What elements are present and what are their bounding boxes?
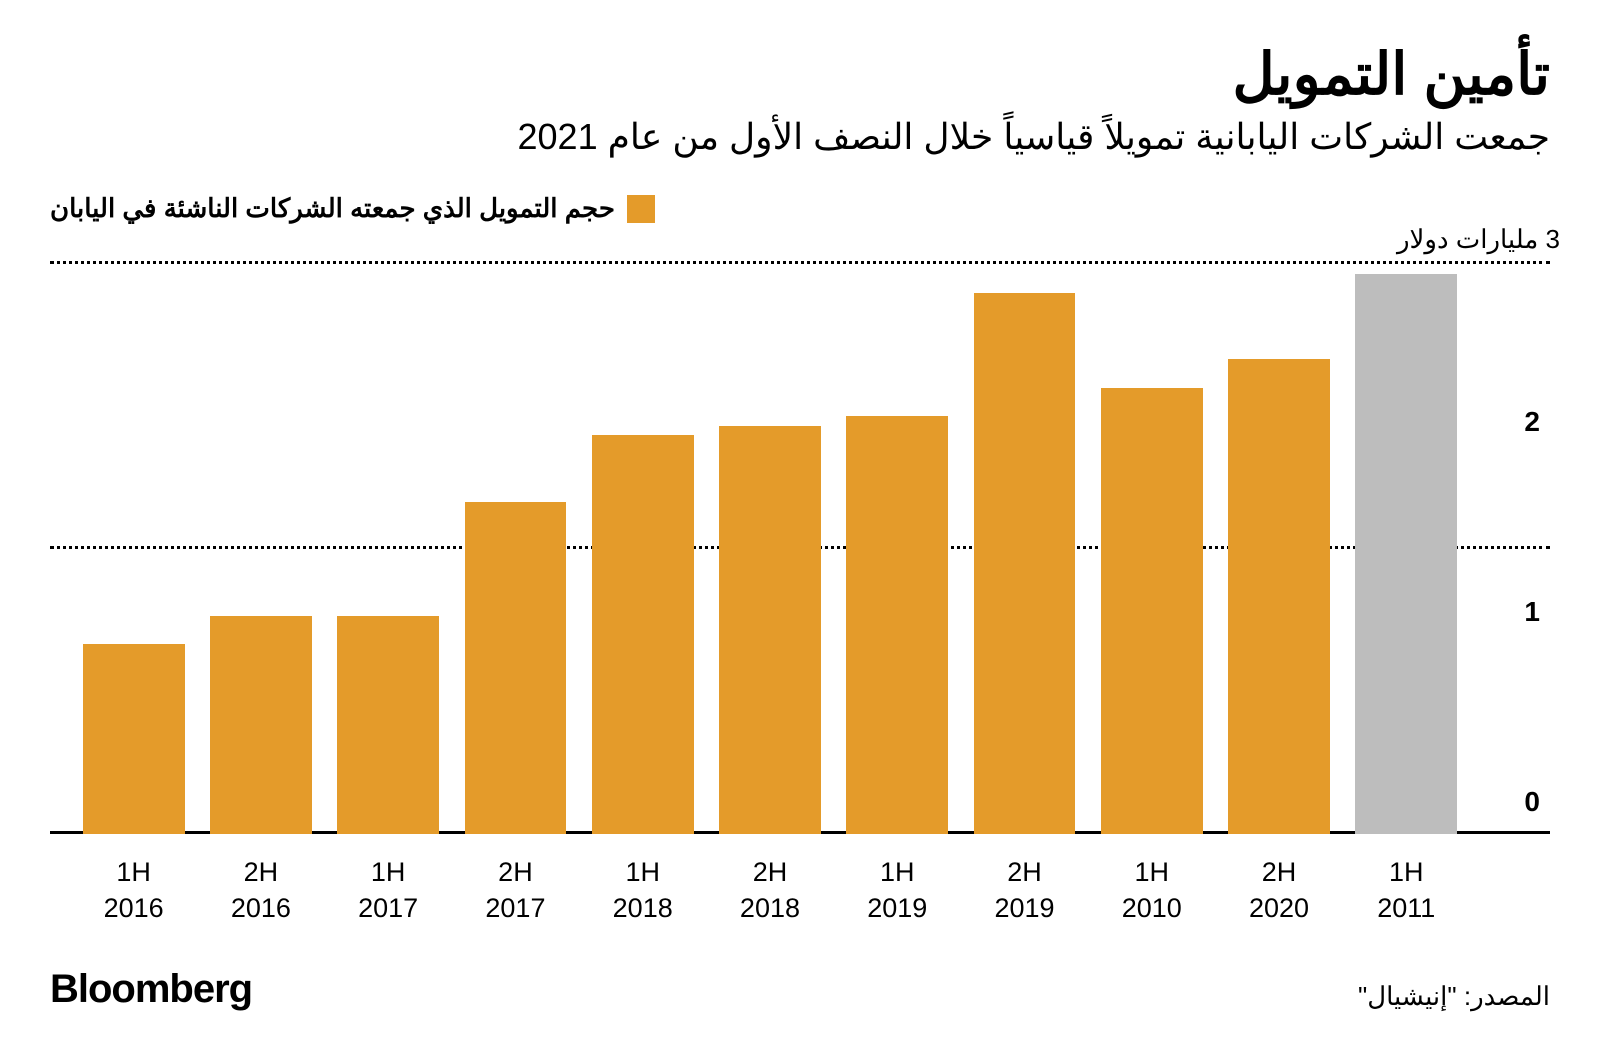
bars-wrap xyxy=(50,264,1490,834)
bar xyxy=(465,502,567,835)
bar-slot xyxy=(452,264,579,834)
bar xyxy=(719,426,821,835)
chart-subtitle: جمعت الشركات اليابانية تمويلاً قياسياً خ… xyxy=(50,116,1550,158)
y-axis-unit-label: 3 مليارات دولار xyxy=(1397,224,1560,255)
y-tick: 1 xyxy=(1524,596,1540,628)
bar-slot xyxy=(1088,264,1215,834)
x-label: 1H2017 xyxy=(325,854,452,927)
legend: حجم التمويل الذي جمعته الشركات الناشئة ف… xyxy=(50,193,1550,224)
chart-title: تأمين التمويل xyxy=(50,40,1550,108)
bar-slot xyxy=(70,264,197,834)
plot-area: 012 xyxy=(50,264,1490,834)
footer: Bloomberg المصدر: "إنيشيال" xyxy=(50,967,1550,1012)
bar xyxy=(210,616,312,835)
x-label: 2H2019 xyxy=(961,854,1088,927)
bar xyxy=(1228,359,1330,834)
x-label: 1H2019 xyxy=(834,854,961,927)
bar xyxy=(846,416,948,834)
bar-slot xyxy=(1343,264,1470,834)
bar xyxy=(592,435,694,834)
bar-slot xyxy=(579,264,706,834)
bar xyxy=(974,293,1076,835)
x-label: 2H2020 xyxy=(1215,854,1342,927)
bar-slot xyxy=(197,264,324,834)
bar-slot xyxy=(834,264,961,834)
bar xyxy=(1101,388,1203,835)
bar xyxy=(1355,274,1457,835)
bar xyxy=(83,644,185,834)
brand-label: Bloomberg xyxy=(50,967,252,1012)
bar xyxy=(337,616,439,835)
x-label: 2H2016 xyxy=(197,854,324,927)
x-label: 1H2018 xyxy=(579,854,706,927)
bar-slot xyxy=(706,264,833,834)
chart-container: 3 مليارات دولار 012 xyxy=(50,264,1550,834)
legend-swatch xyxy=(627,195,655,223)
x-label: 1H2010 xyxy=(1088,854,1215,927)
bar-slot xyxy=(325,264,452,834)
legend-label: حجم التمويل الذي جمعته الشركات الناشئة ف… xyxy=(50,193,615,224)
bar-slot xyxy=(961,264,1088,834)
source-label: المصدر: "إنيشيال" xyxy=(1358,981,1550,1012)
y-tick: 2 xyxy=(1524,406,1540,438)
x-label: 2H2018 xyxy=(706,854,833,927)
y-tick: 0 xyxy=(1524,786,1540,818)
x-label: 1H2016 xyxy=(70,854,197,927)
x-label: 2H2017 xyxy=(452,854,579,927)
x-label: 1H2011 xyxy=(1343,854,1470,927)
x-axis-labels: 1H20162H20161H20172H20171H20182H20181H20… xyxy=(50,854,1490,927)
bar-slot xyxy=(1215,264,1342,834)
